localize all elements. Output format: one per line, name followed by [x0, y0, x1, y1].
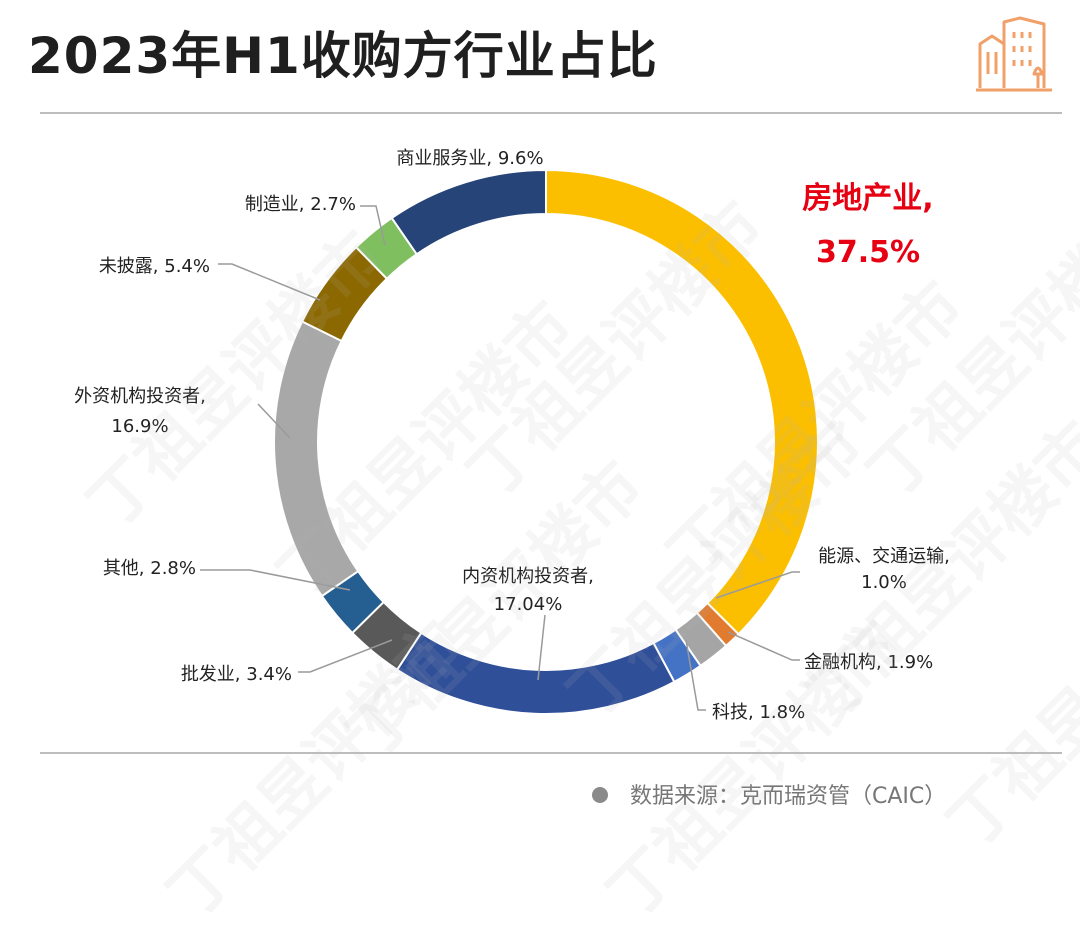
leader-line: [257, 403, 291, 439]
slice-value-label: 17.04%: [494, 594, 563, 615]
donut-slice: [545, 168, 819, 636]
slice-label: 批发业, 3.4%: [181, 664, 292, 685]
leader-line: [727, 631, 800, 661]
top-divider: [40, 112, 1062, 114]
buildings-icon: [974, 14, 1054, 94]
slice-label: 其他, 2.8%: [103, 558, 196, 579]
slice-label: 能源、交通运输,: [818, 546, 950, 567]
leader-line: [298, 639, 393, 673]
slice-label: 科技, 1.8%: [712, 702, 805, 723]
leader-line: [715, 571, 800, 599]
slice-label: 商业服务业, 9.6%: [396, 148, 543, 169]
page-title: 2023年H1收购方行业占比: [28, 27, 658, 85]
leader-line: [200, 569, 351, 591]
donut-slice: [395, 631, 676, 715]
bullet-dot: [592, 787, 608, 803]
donut-chart: 房地产业, 37.5% 能源、交通运输, 1.0% 金融机构, 1.9% 科技, 1.8%…: [74, 148, 950, 723]
source-text: 数据来源：克而瑞资管（CAIC）: [630, 784, 947, 809]
leader-line: [360, 205, 386, 246]
slice-label: 内资机构投资者,: [462, 566, 594, 587]
leader-line: [537, 614, 546, 681]
donut-slice: [390, 168, 547, 256]
source-note: 数据来源：克而瑞资管（CAIC）: [592, 778, 946, 810]
slice-value-label: 37.5%: [816, 235, 920, 270]
slice-label: 制造业, 2.7%: [245, 194, 356, 215]
slice-label: 外资机构投资者,: [74, 386, 206, 407]
donut-slice: [273, 320, 360, 598]
slice-label: 金融机构, 1.9%: [804, 652, 933, 673]
slice-label: 未披露, 5.4%: [99, 256, 210, 277]
slice-value-label: 1.0%: [861, 572, 907, 593]
bottom-divider: [40, 752, 1062, 754]
leader-line: [218, 263, 321, 301]
slice-value-label: 16.9%: [111, 416, 168, 437]
leader-line: [685, 639, 706, 711]
slice-label: 房地产业,: [802, 181, 933, 216]
